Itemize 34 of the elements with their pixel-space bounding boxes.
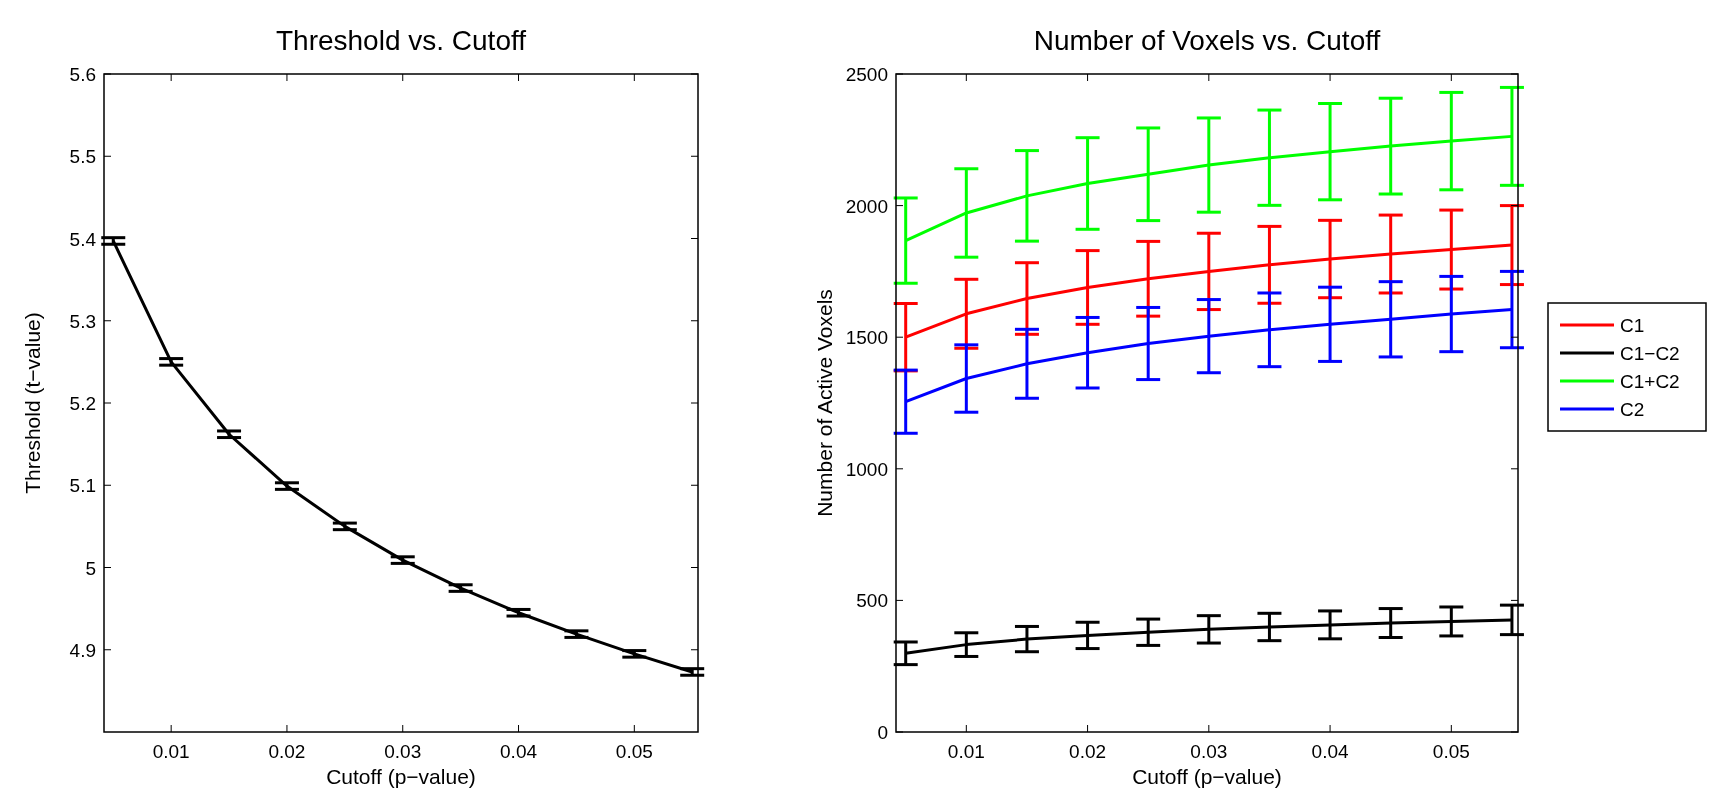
legend-label: C1 [1620,315,1645,336]
x-tick-label: 0.01 [152,741,190,762]
y-tick-label: 1000 [845,458,888,480]
y-tick-label: 5.1 [69,475,96,497]
y-axis-title: Number of Active Voxels [813,289,836,517]
y-tick-label: 0 [877,722,888,743]
y-tick-label: 4.9 [69,639,96,661]
y-tick-label: 2000 [845,195,888,217]
y-tick-label: 5.2 [69,393,96,414]
y-tick-label: 2500 [845,64,888,85]
legend-label: C1−C2 [1620,343,1680,364]
x-tick-label: 0.02 [268,741,306,762]
y-tick-label: 5.5 [69,146,96,168]
y-tick-label: 5.6 [69,64,96,85]
x-tick-label: 0.01 [947,741,985,762]
chart-title: Number of Voxels vs. Cutoff [1033,25,1381,56]
y-tick-label: 5 [85,557,96,579]
legend-label: C1+C2 [1620,371,1680,392]
x-axis-title: Cutoff (p−value) [1132,765,1282,788]
x-tick-label: 0.04 [500,741,538,762]
y-tick-label: 5.4 [69,228,97,250]
y-tick-label: 5.3 [69,310,96,332]
y-tick-label: 1500 [845,327,888,349]
y-axis-title: Threshold (t−value) [21,312,44,494]
x-tick-label: 0.04 [1311,741,1349,762]
x-tick-label: 0.05 [615,741,653,762]
legend-label: C2 [1620,399,1645,420]
y-tick-label: 500 [856,590,888,612]
x-tick-label: 0.03 [384,741,422,762]
x-tick-label: 0.05 [1432,741,1470,762]
x-axis-title: Cutoff (p−value) [326,765,476,788]
x-tick-label: 0.03 [1190,741,1228,762]
chart-title: Threshold vs. Cutoff [275,25,527,56]
x-tick-label: 0.02 [1069,741,1107,762]
